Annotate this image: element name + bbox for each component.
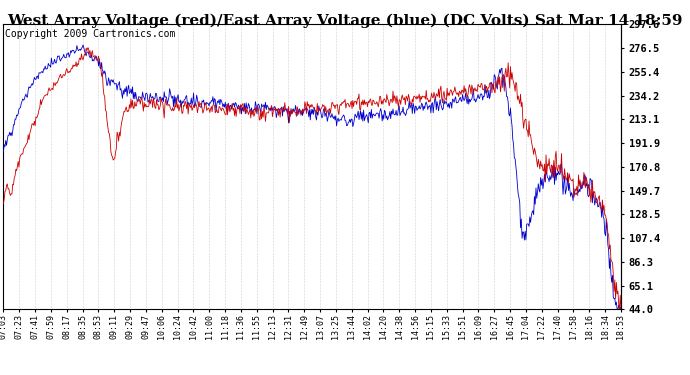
Text: West Array Voltage (red)/East Array Voltage (blue) (DC Volts) Sat Mar 14 18:59: West Array Voltage (red)/East Array Volt… (8, 13, 682, 27)
Text: Copyright 2009 Cartronics.com: Copyright 2009 Cartronics.com (5, 28, 175, 39)
